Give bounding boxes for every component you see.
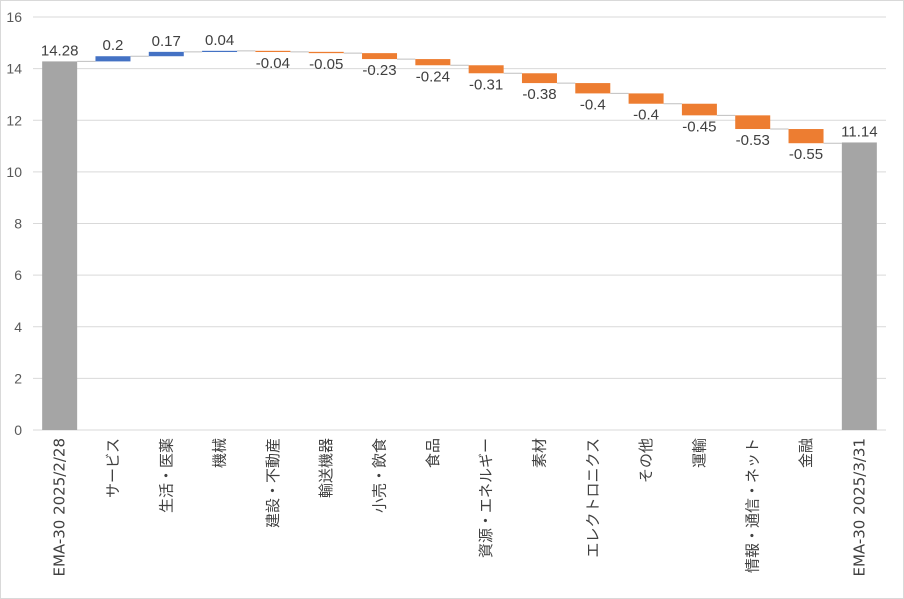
category-label: EMA-30 2025/2/28	[51, 438, 69, 577]
category-label: サービス	[104, 438, 122, 498]
category-label: 資源・エネルギー	[477, 438, 495, 558]
data-labels: 14.28 0.2 0.17 0.04 -0.04 -0.05 -0.23 -0.24 -0.3…	[41, 32, 878, 163]
bar-4	[255, 50, 291, 53]
y-tick-label: 8	[14, 216, 22, 232]
data-label: 0.17	[152, 33, 181, 50]
connector-lines	[77, 50, 842, 144]
category-label: 食品	[424, 438, 442, 468]
bar-9	[521, 73, 557, 84]
bar-12	[681, 103, 717, 116]
data-label: -0.53	[736, 132, 770, 149]
data-label: 11.14	[841, 123, 877, 140]
bar-3	[202, 50, 238, 53]
category-label: EMA-30 2025/3/31	[850, 438, 868, 577]
category-label: エレクトロニクス	[584, 438, 602, 558]
y-tick-label: 4	[14, 319, 22, 335]
data-label: 14.28	[41, 42, 79, 59]
data-label: 0.04	[205, 32, 234, 49]
data-label: -0.38	[522, 86, 556, 103]
bar-8	[468, 65, 504, 74]
bar-11	[628, 93, 664, 104]
y-axis-ticks: 0 2 4 6 8 10 12 14 16	[6, 9, 22, 438]
category-label: 運輸	[690, 438, 708, 468]
category-label: 輸送機器	[317, 438, 335, 498]
y-tick-label: 6	[14, 267, 22, 283]
bar-0	[42, 61, 78, 431]
bar-5	[308, 51, 344, 54]
y-tick-label: 0	[14, 422, 22, 438]
bar-10	[575, 83, 611, 94]
bar-6	[362, 53, 398, 60]
data-label: -0.4	[580, 96, 606, 113]
category-label: 生活・医薬	[157, 438, 175, 513]
data-label: -0.4	[633, 107, 659, 124]
category-label: 素材	[530, 438, 548, 468]
bar-13	[735, 115, 771, 130]
bar-7	[415, 59, 451, 66]
bar-2	[148, 51, 184, 57]
data-label: -0.24	[416, 68, 450, 85]
y-tick-label: 10	[6, 164, 22, 180]
data-label: -0.04	[256, 55, 290, 72]
data-label: -0.05	[309, 56, 343, 73]
bar-14	[788, 129, 824, 144]
category-label: 情報・通信・ネット	[744, 438, 762, 573]
bar-15	[841, 142, 877, 431]
y-tick-label: 12	[6, 112, 22, 128]
category-label: その他	[637, 438, 655, 483]
bar-1	[95, 56, 131, 62]
category-label: 建設・不動産	[264, 438, 282, 528]
data-label: -0.23	[362, 62, 396, 79]
y-tick-label: 14	[6, 61, 22, 77]
data-label: 0.2	[103, 37, 124, 54]
category-label: 機械	[211, 438, 229, 468]
y-tick-label: 16	[6, 9, 22, 25]
data-label: -0.55	[789, 146, 823, 163]
category-label: 金融	[797, 438, 815, 468]
category-label: 小売・飲食	[371, 438, 389, 513]
x-axis-categories: EMA-30 2025/2/28 サービス 生活・医薬 機械 建設・不動産 輸送機器 小売・…	[51, 438, 869, 577]
bars	[42, 50, 877, 431]
data-label: -0.31	[469, 76, 503, 93]
data-label: -0.45	[682, 118, 716, 135]
gridlines	[33, 16, 886, 431]
y-tick-label: 2	[14, 370, 22, 386]
